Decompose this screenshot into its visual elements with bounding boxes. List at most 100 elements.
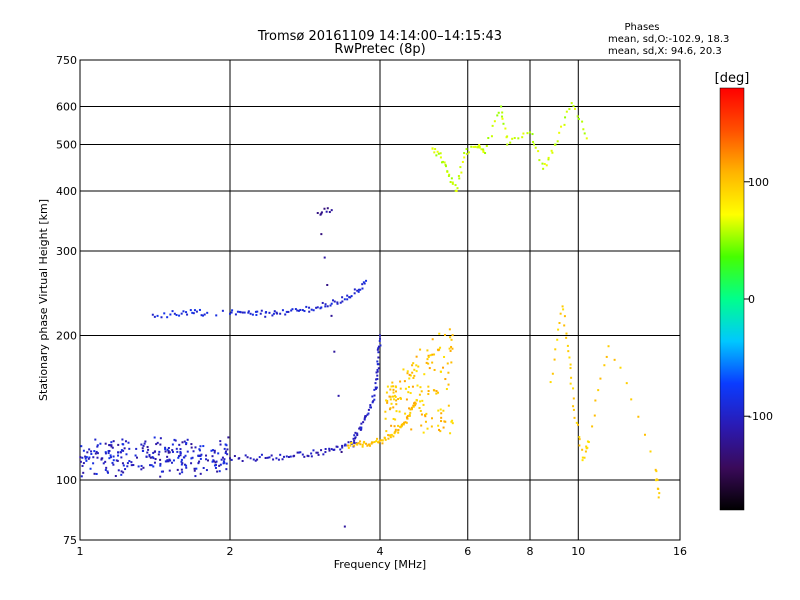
data-point bbox=[445, 388, 448, 391]
data-point bbox=[362, 421, 365, 424]
data-point bbox=[437, 409, 440, 412]
data-point bbox=[281, 309, 284, 312]
data-point bbox=[451, 334, 454, 337]
phases-o-mode: mean, sd,O:-102.9, 18.3 bbox=[608, 34, 729, 45]
data-point bbox=[152, 451, 155, 454]
data-point bbox=[137, 465, 140, 468]
data-point bbox=[222, 462, 225, 465]
data-point bbox=[109, 454, 112, 457]
data-point bbox=[456, 187, 459, 190]
data-point bbox=[193, 469, 196, 472]
data-point bbox=[379, 337, 382, 340]
data-point bbox=[425, 412, 428, 415]
data-point bbox=[573, 416, 576, 419]
data-point bbox=[189, 309, 192, 312]
data-point bbox=[159, 437, 162, 440]
data-point bbox=[376, 363, 379, 366]
data-point bbox=[412, 362, 415, 365]
data-point bbox=[287, 455, 290, 458]
data-point bbox=[340, 450, 343, 453]
data-point bbox=[247, 310, 250, 313]
data-point bbox=[104, 468, 107, 471]
data-point bbox=[370, 442, 373, 445]
data-point bbox=[184, 454, 187, 457]
data-point bbox=[399, 397, 402, 400]
data-point bbox=[431, 353, 434, 356]
data-point bbox=[339, 448, 342, 451]
data-point bbox=[301, 453, 304, 456]
data-point bbox=[569, 382, 572, 385]
data-point bbox=[437, 349, 440, 352]
data-point bbox=[433, 368, 436, 371]
data-point bbox=[173, 438, 176, 441]
data-point bbox=[408, 414, 411, 417]
data-point bbox=[104, 452, 107, 455]
data-point bbox=[328, 447, 331, 450]
data-point bbox=[373, 388, 376, 391]
x-axis-ticks: 1 2 4 6 8 10 16 bbox=[77, 545, 688, 558]
data-point bbox=[164, 450, 167, 453]
data-point bbox=[353, 437, 356, 440]
data-point bbox=[218, 464, 221, 467]
data-point bbox=[427, 354, 430, 357]
data-point bbox=[307, 455, 310, 458]
data-point bbox=[412, 376, 415, 379]
data-points bbox=[79, 102, 661, 528]
data-point bbox=[419, 386, 422, 389]
data-point bbox=[223, 458, 226, 461]
data-point bbox=[197, 462, 200, 465]
data-point bbox=[176, 468, 179, 471]
data-point bbox=[79, 460, 82, 463]
data-point bbox=[297, 451, 300, 454]
data-point bbox=[225, 468, 228, 471]
colorbar-tick-label: 0 bbox=[748, 293, 755, 306]
data-point bbox=[586, 446, 589, 449]
data-point bbox=[392, 417, 395, 420]
data-point bbox=[376, 360, 379, 363]
data-point bbox=[320, 449, 323, 452]
data-point bbox=[104, 442, 107, 445]
data-point bbox=[446, 170, 449, 173]
data-point bbox=[506, 143, 509, 146]
data-point bbox=[152, 465, 155, 468]
data-point bbox=[252, 458, 255, 461]
data-point bbox=[152, 457, 155, 460]
data-point bbox=[477, 145, 480, 148]
data-point bbox=[442, 366, 445, 369]
data-point bbox=[366, 413, 369, 416]
data-point bbox=[220, 458, 223, 461]
data-point bbox=[213, 451, 216, 454]
data-point bbox=[361, 443, 364, 446]
data-point bbox=[94, 452, 97, 455]
data-point bbox=[573, 107, 576, 110]
data-point bbox=[297, 309, 300, 312]
data-point bbox=[594, 399, 597, 402]
data-point bbox=[177, 455, 180, 458]
data-point bbox=[433, 353, 436, 356]
data-point bbox=[160, 316, 163, 319]
data-point bbox=[224, 443, 227, 446]
data-point bbox=[308, 306, 311, 309]
data-point bbox=[141, 447, 144, 450]
data-point bbox=[224, 452, 227, 455]
data-point bbox=[80, 475, 83, 478]
data-point bbox=[201, 314, 204, 317]
data-point bbox=[542, 167, 545, 170]
data-point bbox=[409, 411, 412, 414]
data-point bbox=[361, 445, 364, 448]
data-point bbox=[423, 414, 426, 417]
data-point bbox=[290, 309, 293, 312]
data-point bbox=[385, 391, 388, 394]
data-point bbox=[143, 442, 146, 445]
data-point bbox=[440, 370, 443, 373]
data-point bbox=[170, 461, 173, 464]
data-point bbox=[577, 118, 580, 121]
data-point bbox=[554, 143, 557, 146]
data-point bbox=[186, 438, 189, 441]
data-point bbox=[333, 300, 336, 303]
data-point bbox=[156, 441, 159, 444]
data-point bbox=[167, 450, 170, 453]
data-point bbox=[310, 452, 313, 455]
data-point bbox=[115, 459, 118, 462]
data-point bbox=[376, 437, 379, 440]
